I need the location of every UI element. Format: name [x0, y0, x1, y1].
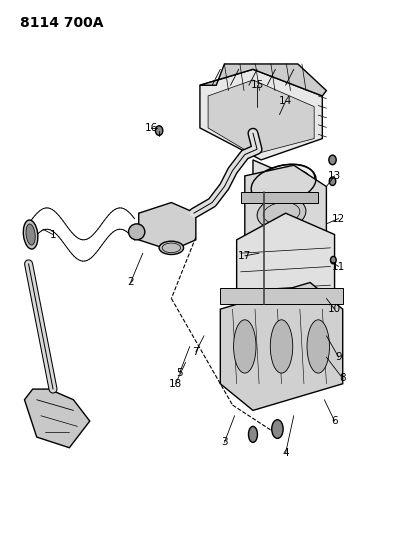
Text: 10: 10	[328, 304, 341, 314]
Text: 4: 4	[282, 448, 289, 458]
Ellipse shape	[330, 256, 336, 264]
Ellipse shape	[329, 177, 336, 185]
Polygon shape	[245, 165, 326, 261]
Text: 8114 700A: 8114 700A	[20, 16, 104, 30]
Text: 13: 13	[328, 171, 341, 181]
Text: 2: 2	[127, 278, 134, 287]
Text: 18: 18	[169, 379, 182, 389]
Ellipse shape	[257, 169, 310, 198]
Polygon shape	[24, 389, 90, 448]
Ellipse shape	[307, 320, 330, 373]
Ellipse shape	[248, 426, 257, 442]
Polygon shape	[139, 203, 196, 251]
Text: 1: 1	[50, 230, 56, 239]
Text: 16: 16	[144, 123, 157, 133]
Text: 7: 7	[193, 347, 199, 357]
Ellipse shape	[129, 224, 145, 240]
Text: 5: 5	[176, 368, 183, 378]
Ellipse shape	[257, 197, 306, 229]
Text: 6: 6	[331, 416, 338, 426]
Polygon shape	[237, 213, 335, 330]
Ellipse shape	[155, 126, 163, 135]
Text: 15: 15	[251, 80, 264, 90]
Text: 9: 9	[335, 352, 342, 362]
Text: 3: 3	[221, 438, 228, 447]
Polygon shape	[200, 69, 322, 160]
Polygon shape	[241, 192, 318, 203]
Text: 11: 11	[332, 262, 345, 271]
Polygon shape	[253, 160, 314, 203]
Ellipse shape	[329, 155, 336, 165]
Text: 14: 14	[279, 96, 292, 106]
Polygon shape	[220, 282, 343, 410]
Ellipse shape	[159, 241, 184, 255]
Ellipse shape	[272, 420, 283, 438]
Text: 17: 17	[238, 251, 251, 261]
Polygon shape	[200, 64, 326, 96]
Ellipse shape	[26, 224, 35, 245]
Ellipse shape	[233, 320, 256, 373]
Text: 12: 12	[332, 214, 345, 223]
Polygon shape	[220, 288, 343, 304]
Ellipse shape	[270, 320, 293, 373]
Ellipse shape	[23, 220, 38, 249]
Ellipse shape	[252, 164, 315, 204]
Text: 8: 8	[339, 374, 346, 383]
Polygon shape	[208, 80, 314, 155]
